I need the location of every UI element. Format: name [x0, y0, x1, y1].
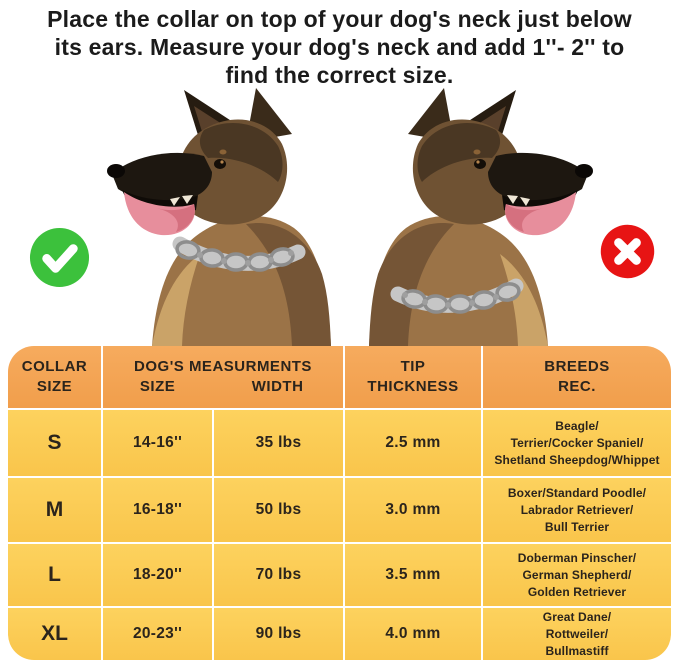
header-sub-size: SIZE [139, 378, 176, 395]
row-m-width: 50 lbs [214, 478, 343, 542]
row-xl-breeds: Great Dane/ Rottweiler/ Bullmastiff [483, 608, 671, 660]
dog-correct-illustration [86, 84, 338, 346]
dog-tongue [505, 192, 576, 236]
header-dogs-measurements: DOG'S MEASURMENTS SIZE WIDTH [103, 346, 343, 408]
instructions-text: Place the collar on top of your dog's ne… [47, 6, 632, 88]
row-l-width: 70 lbs [214, 544, 343, 606]
prong-collar-low [390, 278, 524, 314]
row-xl-neck: 20-23'' [103, 608, 212, 660]
row-l-size: L [8, 544, 101, 606]
row-l-tip: 3.5 mm [345, 544, 481, 606]
header-tip-thickness: TIP THICKNESS [345, 346, 481, 408]
row-s-neck: 14-16'' [103, 410, 212, 476]
header-breeds-rec: BREEDS REC. [483, 346, 671, 408]
dog-head [107, 88, 292, 236]
dog-body [152, 216, 331, 346]
dog-eye [474, 159, 486, 169]
header-sub-width: WIDTH [251, 378, 304, 395]
row-s-breeds: Beagle/ Terrier/Cocker Spaniel/ Shetland… [483, 410, 671, 476]
row-s-tip: 2.5 mm [345, 410, 481, 476]
size-chart-table: COLLAR SIZE DOG'S MEASURMENTS SIZE WIDTH… [8, 346, 671, 660]
row-m-size: M [8, 478, 101, 542]
dog-eye [214, 159, 226, 169]
row-xl-size: XL [8, 608, 101, 660]
dog-body [369, 216, 548, 346]
row-m-neck: 16-18'' [103, 478, 212, 542]
incorrect-x-icon [599, 223, 656, 280]
row-xl-width: 90 lbs [214, 608, 343, 660]
row-m-breeds: Boxer/Standard Poodle/ Labrador Retrieve… [483, 478, 671, 542]
row-m-tip: 3.0 mm [345, 478, 481, 542]
dog-tongue [124, 192, 195, 236]
row-l-neck: 18-20'' [103, 544, 212, 606]
row-s-size: S [8, 410, 101, 476]
dog-head [408, 88, 593, 236]
row-l-breeds: Doberman Pinscher/ German Shepherd/ Gold… [483, 544, 671, 606]
row-xl-tip: 4.0 mm [345, 608, 481, 660]
dog-incorrect-illustration [362, 84, 614, 346]
header-collar-size: COLLAR SIZE [8, 346, 101, 408]
prong-collar-high [172, 236, 306, 272]
row-s-width: 35 lbs [214, 410, 343, 476]
correct-check-icon [28, 226, 91, 289]
